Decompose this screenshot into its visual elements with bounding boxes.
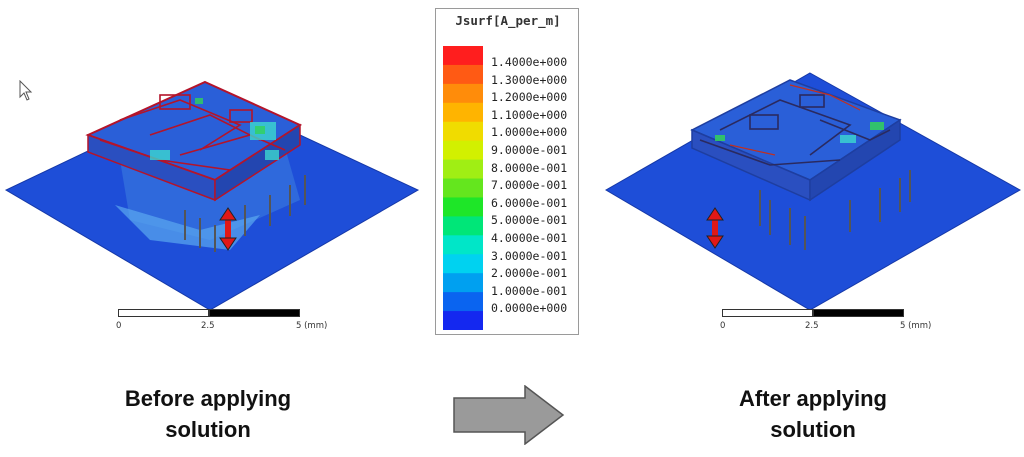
color-swatch bbox=[443, 121, 483, 142]
simulation-after-image bbox=[605, 72, 1022, 311]
caption-before-line1: Before applying bbox=[124, 386, 292, 411]
height-indicator-icon bbox=[219, 207, 237, 251]
legend-tick-label: 1.1000e+000 bbox=[491, 107, 568, 122]
legend-tick-label: 2.0000e-001 bbox=[491, 266, 568, 281]
height-indicator-icon bbox=[706, 207, 724, 249]
scale-label-min: 0 bbox=[720, 321, 726, 331]
caption-before-line2: solution bbox=[165, 417, 251, 442]
scale-bar-black-segment bbox=[813, 309, 904, 317]
legend-tick-label: 6.0000e-001 bbox=[491, 195, 568, 210]
color-swatch bbox=[443, 83, 483, 104]
mouse-cursor-icon bbox=[19, 80, 33, 101]
scale-label-max: 5 (mm) bbox=[296, 321, 328, 331]
scale-label-min: 0 bbox=[116, 321, 122, 331]
legend-tick-label: 9.0000e-001 bbox=[491, 143, 568, 157]
color-swatch bbox=[443, 311, 483, 330]
legend-tick-label: 1.0000e-001 bbox=[491, 283, 568, 298]
caption-before: Before applying solution bbox=[58, 383, 358, 445]
scale-label-max: 5 (mm) bbox=[900, 321, 932, 331]
scale-bar-before: 0 2.5 5 (mm) bbox=[116, 309, 327, 339]
color-scale-bar bbox=[443, 46, 483, 330]
color-swatch bbox=[443, 46, 483, 66]
scale-bar-after: 0 2.5 5 (mm) bbox=[720, 309, 931, 339]
scale-bar-white-segment bbox=[722, 309, 813, 317]
color-swatch bbox=[443, 140, 483, 161]
legend-tick-label: 1.4000e+000 bbox=[491, 55, 568, 69]
color-swatch bbox=[443, 235, 483, 255]
legend-title: Jsurf[A_per_m] bbox=[455, 13, 561, 28]
color-legend: Jsurf[A_per_m] 1.4000e+000 1.3000e+000 1.2… bbox=[435, 8, 579, 335]
simulation-before-image bbox=[4, 80, 420, 311]
color-swatch bbox=[443, 273, 483, 293]
color-swatch bbox=[443, 64, 483, 85]
scale-bar-white-segment bbox=[118, 309, 209, 317]
legend-tick-label: 7.0000e-001 bbox=[491, 178, 568, 193]
color-swatch bbox=[443, 216, 483, 236]
legend-tick-label: 1.0000e+000 bbox=[491, 125, 568, 140]
color-swatch bbox=[443, 102, 483, 123]
scale-label-mid: 2.5 bbox=[805, 321, 819, 331]
right-arrow-icon bbox=[453, 385, 565, 445]
color-swatch bbox=[443, 292, 483, 312]
caption-after-line1: After applying bbox=[739, 386, 887, 411]
color-swatch bbox=[443, 254, 483, 274]
scale-label-mid: 2.5 bbox=[201, 321, 215, 331]
color-swatch bbox=[443, 197, 483, 217]
caption-after: After applying solution bbox=[663, 383, 963, 445]
caption-after-line2: solution bbox=[770, 417, 856, 442]
legend-tick-label: 8.0000e-001 bbox=[491, 160, 568, 175]
legend-tick-label: 4.0000e-001 bbox=[491, 231, 568, 245]
color-swatch bbox=[443, 178, 483, 198]
scale-bar-black-segment bbox=[209, 309, 300, 317]
legend-tick-label: 5.0000e-001 bbox=[491, 213, 568, 228]
legend-tick-label: 1.2000e+000 bbox=[491, 90, 568, 105]
legend-tick-label: 0.0000e+000 bbox=[491, 301, 568, 316]
color-swatch bbox=[443, 159, 483, 180]
legend-tick-label: 3.0000e-001 bbox=[491, 248, 568, 263]
legend-tick-label: 1.3000e+000 bbox=[491, 72, 568, 87]
